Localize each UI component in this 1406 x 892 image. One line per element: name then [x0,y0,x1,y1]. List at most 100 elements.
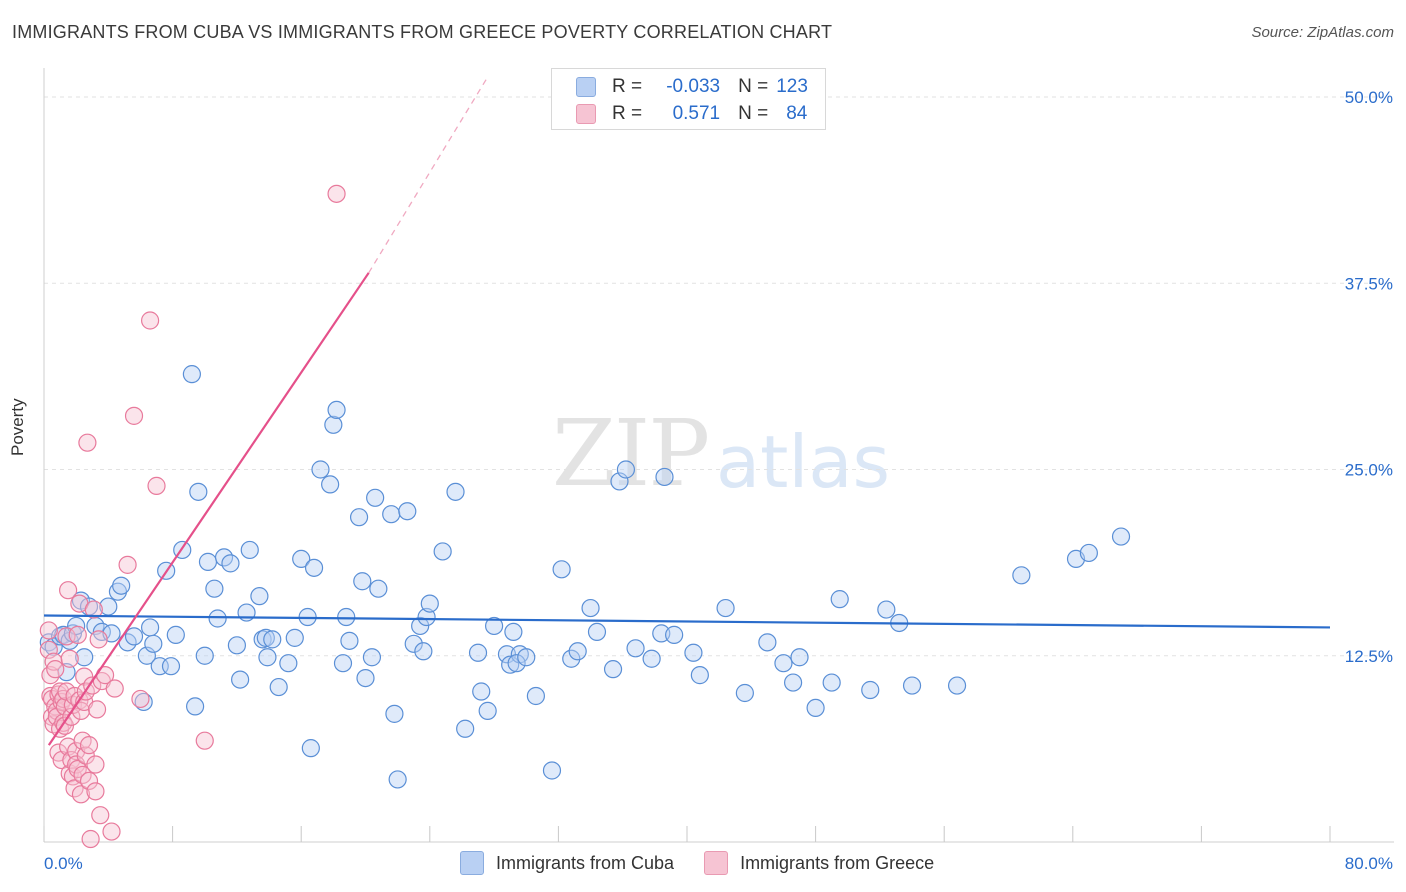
data-point-greece [124,406,144,425]
data-point-cuba [902,676,922,695]
data-point-greece [41,666,60,685]
data-point-cuba [414,642,433,661]
data-point-cuba [385,704,404,723]
data-point-greece [147,476,166,495]
data-point-cuba [186,697,205,716]
legend-swatch-cuba [576,77,596,97]
data-point-cuba [830,590,849,609]
data-point-greece [79,771,99,791]
x-tick-label: 80.0% [1345,854,1393,873]
legend-r-label: R = [612,76,643,97]
data-point-greece [131,689,150,709]
data-point-cuba [221,554,240,573]
data-point-cuba [398,502,417,521]
data-point-cuba [279,654,298,673]
y-tick-label: 50.0% [1345,88,1393,107]
data-point-cuba [140,618,160,637]
data-point-greece [105,679,124,698]
data-point-cuba [112,576,131,595]
data-point-cuba [806,698,825,718]
legend-r-label: R = [612,103,643,124]
data-point-cuba [716,598,735,618]
data-point-cuba [227,636,246,655]
data-point-cuba [478,701,497,720]
data-point-cuba [758,633,777,652]
data-point-cuba [134,692,153,712]
data-point-cuba [774,654,793,673]
data-point-cuba [947,676,967,695]
data-point-cuba [642,649,661,668]
data-point-greece [59,581,78,600]
data-point-cuba [195,646,214,665]
legend-swatch-cuba [460,851,484,875]
correlation-legend: R = -0.033 N = 123 R = 0.571 N = 84 [551,68,826,130]
legend-r-value-greece: 0.571 [672,103,721,124]
data-point-cuba [285,628,304,647]
data-point-cuba [446,482,465,501]
data-point-greece [140,311,160,330]
data-point-cuba [790,648,809,667]
watermark-atlas: atlas [716,420,890,504]
data-point-cuba [404,634,423,653]
data-point-greece [46,660,65,679]
legend-swatch-greece [576,104,596,124]
data-point-cuba [433,542,452,561]
x-tick-label: 0.0% [44,854,83,873]
legend-label-greece: Immigrants from Greece [740,852,935,873]
data-point-cuba [1111,527,1131,546]
legend-row-greece: R = 0.571 N = 84 [576,101,807,127]
data-point-cuba [337,607,356,627]
data-point-greece [89,630,108,649]
trend-line-greece [47,272,370,746]
data-point-cuba [340,631,359,650]
data-point-cuba [861,680,880,700]
data-point-cuba [198,552,218,571]
data-point-greece [86,782,105,801]
data-point-greece [83,676,102,695]
data-point-cuba [603,660,623,679]
data-point-cuba [504,622,523,642]
data-point-cuba [75,648,94,667]
data-point-greece [327,184,346,203]
data-point-cuba [472,682,491,701]
data-point-cuba [311,460,330,479]
data-point-cuba [568,642,587,661]
data-point-cuba [542,761,562,780]
legend-n-value-cuba: 123 [776,76,808,97]
watermark-zip: ZIP [552,400,710,507]
data-point-cuba [166,625,185,644]
data-point-cuba [411,616,430,636]
data-point-greece [68,759,87,779]
legend-item-cuba[interactable]: Immigrants from Cuba [460,851,674,875]
data-point-greece [71,785,91,804]
series-legend: Immigrants from Cuba Immigrants from Gre… [460,851,964,875]
legend-n-value-greece: 84 [786,103,808,124]
legend-r-value-cuba: -0.033 [666,76,721,97]
data-point-cuba [388,770,407,789]
data-point-cuba [616,460,636,479]
data-point-greece [84,600,103,619]
data-point-greece [55,716,74,735]
data-point-cuba [507,654,526,673]
data-point-cuba [240,540,259,560]
data-point-cuba [353,572,372,591]
data-point-cuba [269,677,288,697]
data-point-cuba [517,648,536,667]
data-point-cuba [333,654,353,673]
data-point-cuba [304,558,324,577]
legend-item-greece[interactable]: Immigrants from Greece [704,851,934,875]
data-point-greece [39,621,58,640]
data-point-greece [195,731,214,750]
chart-title: IMMIGRANTS FROM CUBA VS IMMIGRANTS FROM … [12,22,833,42]
legend-row-cuba: R = -0.033 N = 123 [576,74,808,100]
data-point-cuba [44,637,63,656]
data-point-greece [60,649,79,668]
data-point-cuba [231,670,250,689]
data-point-cuba [735,683,754,703]
data-point-cuba [189,482,208,501]
data-point-cuba [526,686,545,706]
data-point-greece [91,806,110,825]
data-point-cuba [552,560,571,579]
data-point-cuba [292,549,311,569]
data-point-cuba [581,598,600,618]
